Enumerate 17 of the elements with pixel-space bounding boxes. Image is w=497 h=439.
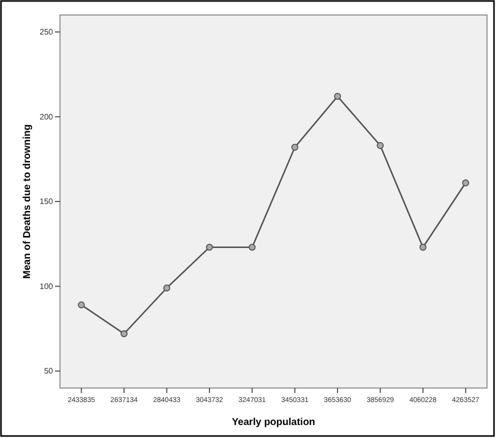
y-axis-title: Mean of Deaths due to drowning bbox=[22, 124, 33, 279]
point bbox=[334, 92, 342, 100]
x-axis-title: Yearly population bbox=[232, 417, 316, 428]
point bbox=[419, 244, 426, 251]
y-tick-label: 200 bbox=[40, 112, 54, 122]
point bbox=[206, 244, 213, 251]
point bbox=[163, 284, 170, 292]
point bbox=[291, 144, 298, 151]
point bbox=[78, 301, 85, 308]
y-tick-label: 250 bbox=[40, 28, 54, 37]
y-tick-label: 100 bbox=[40, 282, 54, 291]
point bbox=[248, 244, 256, 251]
point bbox=[120, 330, 128, 338]
point bbox=[376, 142, 384, 150]
point bbox=[462, 179, 470, 186]
y-tick-label: 150 bbox=[40, 197, 54, 206]
y-tick-label: 50 bbox=[44, 366, 54, 376]
